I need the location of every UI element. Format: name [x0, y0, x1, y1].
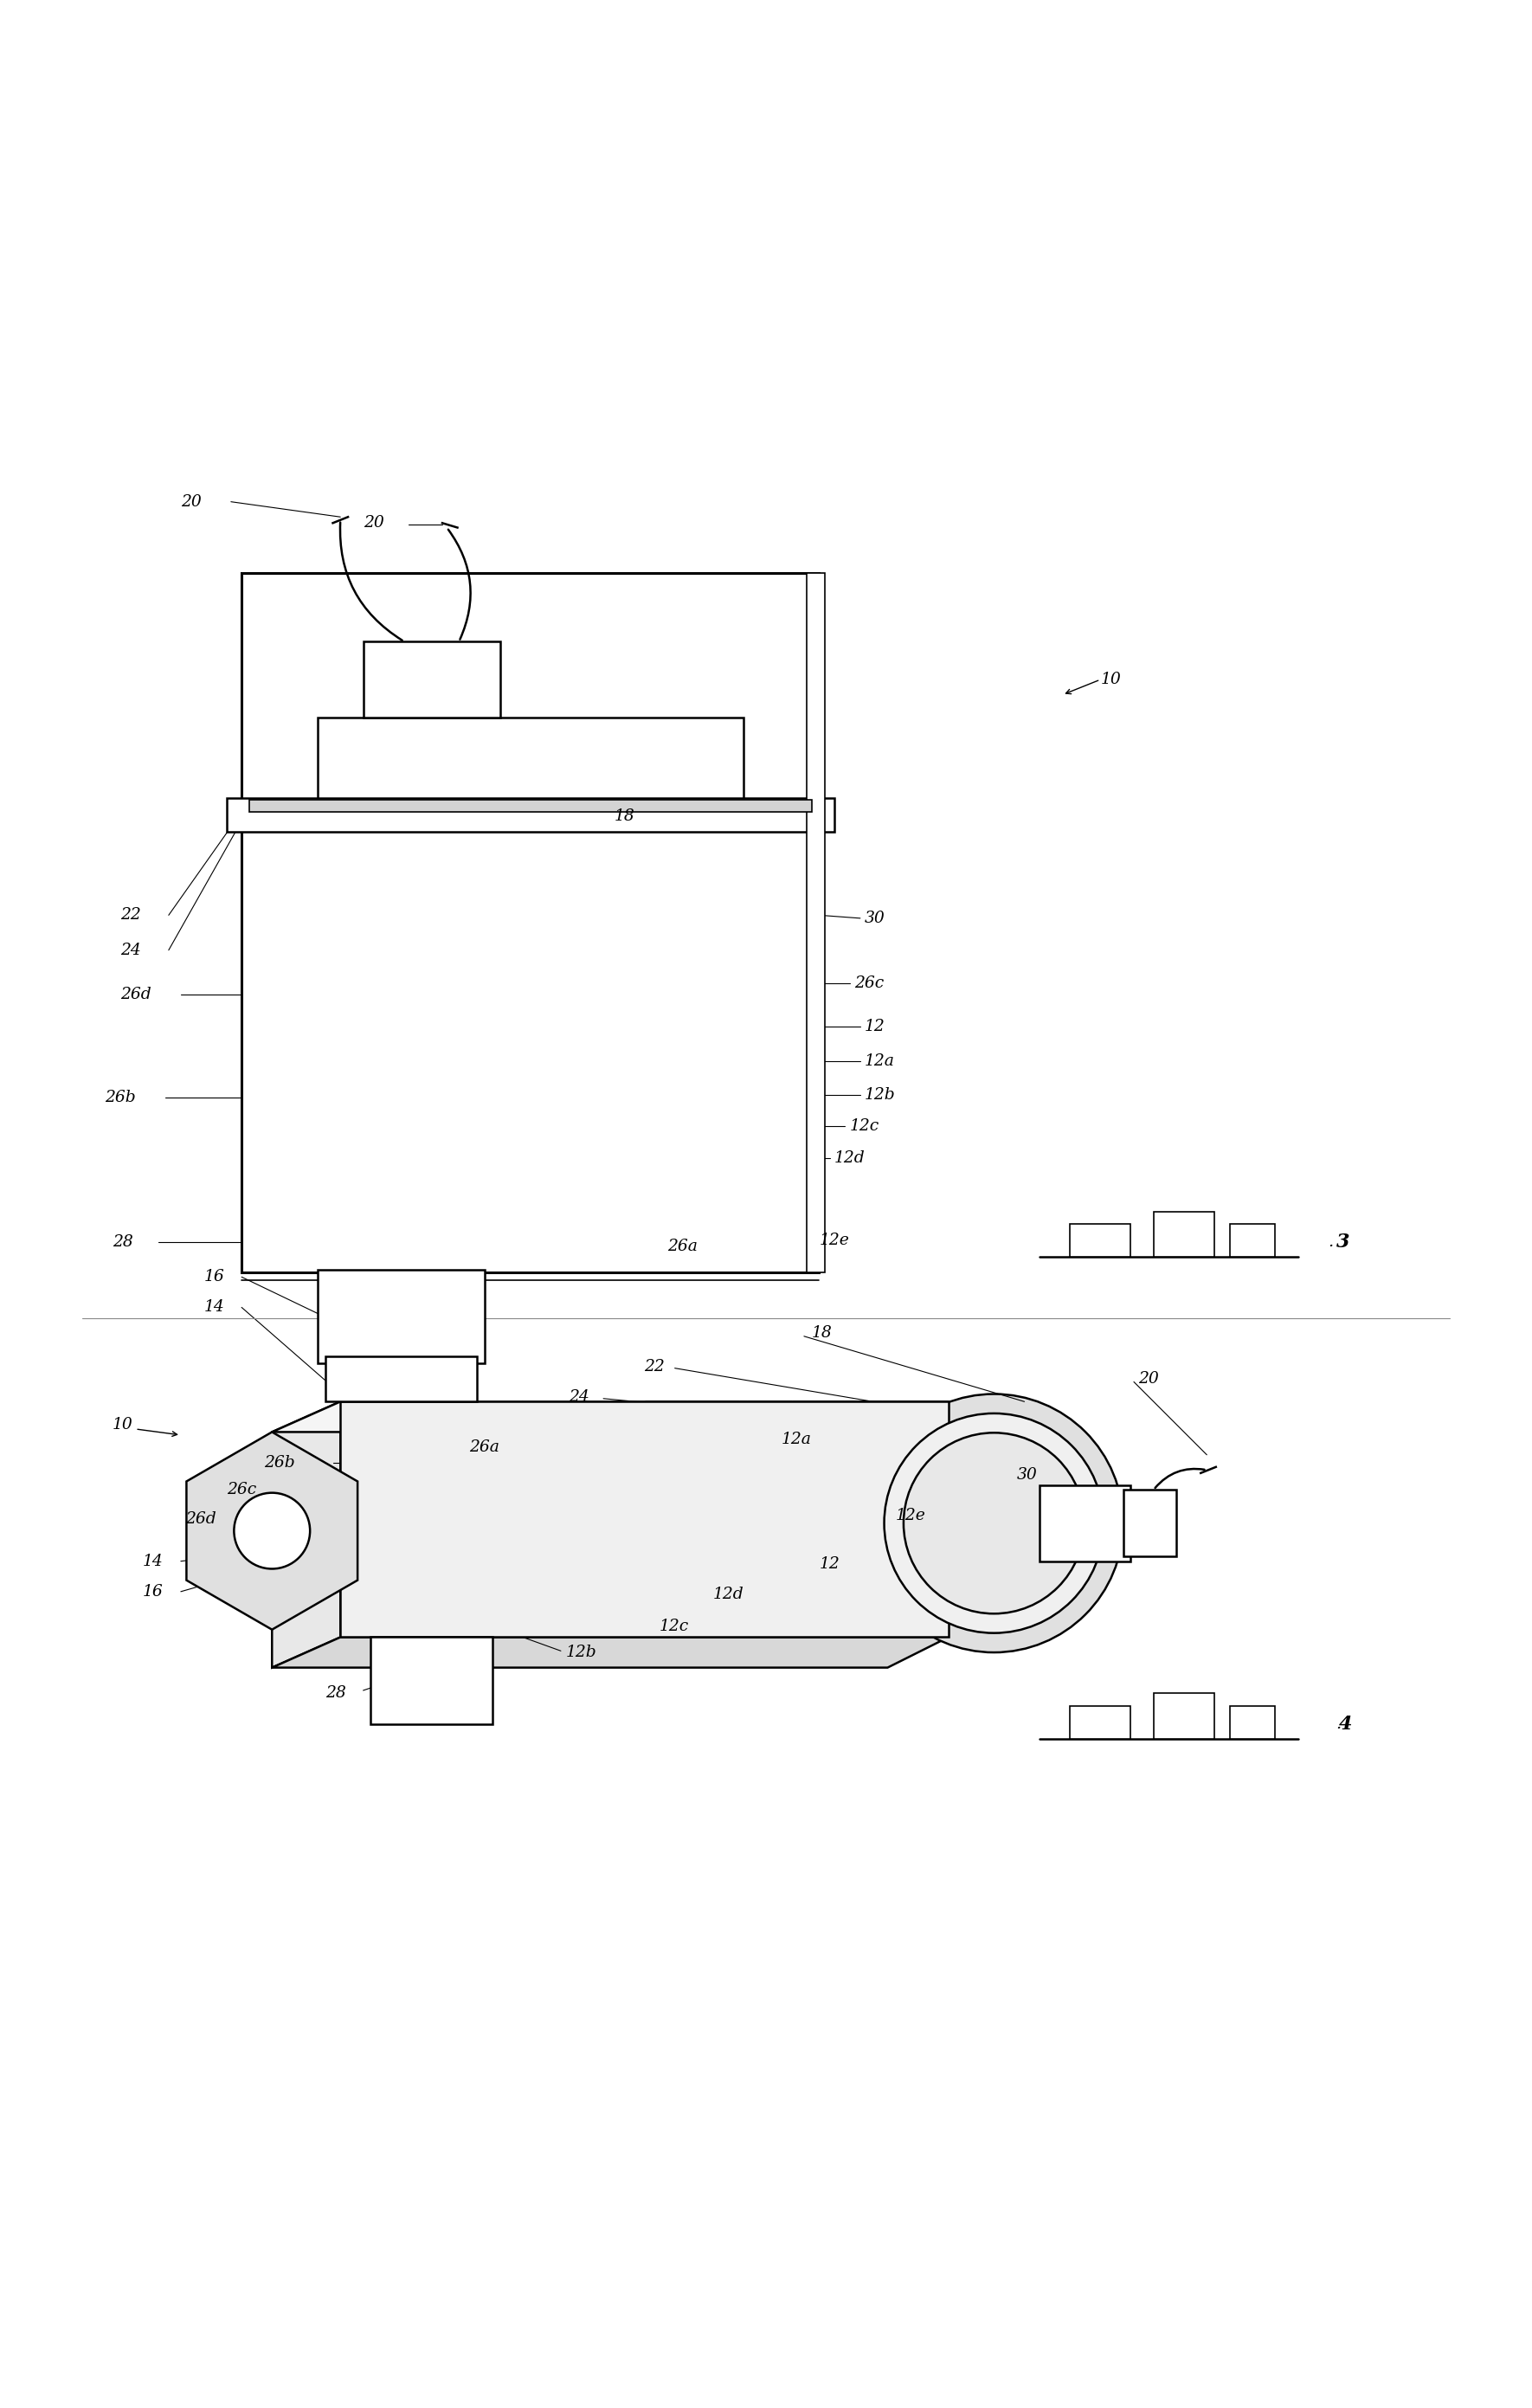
Text: 24: 24 [568, 1389, 588, 1404]
Text: 26b: 26b [265, 1454, 296, 1471]
Text: 28: 28 [325, 1686, 346, 1700]
Text: 12c: 12c [850, 1120, 879, 1134]
Text: 12: 12 [864, 1019, 885, 1033]
Text: 14: 14 [204, 1300, 224, 1315]
Text: 20: 20 [363, 515, 383, 530]
Ellipse shape [904, 1433, 1085, 1613]
Polygon shape [273, 1401, 340, 1669]
Polygon shape [371, 1637, 492, 1724]
FancyBboxPatch shape [1069, 1705, 1131, 1739]
Text: 10: 10 [1100, 672, 1121, 686]
Ellipse shape [884, 1413, 1105, 1633]
Text: 10: 10 [112, 1416, 133, 1433]
FancyBboxPatch shape [363, 641, 499, 718]
Text: 24: 24 [119, 942, 141, 958]
Text: .: . [1328, 1235, 1334, 1250]
FancyBboxPatch shape [807, 573, 826, 1271]
Text: 30: 30 [864, 910, 885, 927]
FancyBboxPatch shape [1230, 1705, 1275, 1739]
Text: 12b: 12b [864, 1086, 896, 1103]
Polygon shape [187, 1433, 357, 1630]
Text: 4: 4 [1339, 1714, 1353, 1734]
FancyBboxPatch shape [1154, 1693, 1215, 1739]
FancyBboxPatch shape [317, 718, 743, 802]
Text: 26a: 26a [668, 1238, 697, 1255]
Text: 30: 30 [1017, 1466, 1037, 1483]
Text: 26a: 26a [470, 1440, 499, 1454]
FancyBboxPatch shape [1230, 1223, 1275, 1257]
Text: 12e: 12e [820, 1233, 849, 1247]
FancyBboxPatch shape [242, 573, 820, 1271]
Ellipse shape [864, 1394, 1123, 1652]
Text: 18: 18 [812, 1324, 832, 1341]
Text: 12c: 12c [660, 1618, 689, 1635]
Text: 26d: 26d [185, 1510, 216, 1527]
Text: 26d: 26d [119, 987, 152, 1002]
Text: .: . [1336, 1717, 1342, 1731]
FancyBboxPatch shape [1040, 1486, 1131, 1560]
Text: 16: 16 [142, 1584, 164, 1599]
Text: 16: 16 [204, 1269, 224, 1286]
FancyBboxPatch shape [1069, 1223, 1131, 1257]
Text: 20: 20 [1138, 1370, 1158, 1387]
Text: 26b: 26b [104, 1091, 136, 1105]
Text: 12b: 12b [565, 1645, 596, 1659]
Text: 22: 22 [119, 908, 141, 922]
Text: 14: 14 [142, 1553, 164, 1570]
Polygon shape [273, 1637, 948, 1669]
Text: 12e: 12e [895, 1507, 925, 1524]
Polygon shape [340, 1401, 948, 1637]
FancyBboxPatch shape [1154, 1211, 1215, 1257]
Text: 28: 28 [112, 1235, 133, 1250]
FancyBboxPatch shape [227, 797, 835, 831]
FancyBboxPatch shape [1123, 1491, 1177, 1556]
Text: 26c: 26c [227, 1481, 256, 1498]
Circle shape [234, 1493, 309, 1568]
FancyBboxPatch shape [325, 1356, 476, 1401]
Text: 12a: 12a [781, 1433, 812, 1447]
Text: 12d: 12d [835, 1151, 866, 1165]
Text: 12: 12 [820, 1556, 840, 1572]
Polygon shape [273, 1401, 948, 1433]
Text: 26c: 26c [855, 975, 884, 992]
Text: 22: 22 [645, 1358, 665, 1375]
Text: 18: 18 [614, 809, 634, 824]
Text: 20: 20 [181, 494, 201, 510]
Text: 12a: 12a [864, 1052, 895, 1069]
Text: 3: 3 [1336, 1233, 1350, 1252]
FancyBboxPatch shape [250, 799, 812, 811]
Text: 12d: 12d [712, 1587, 743, 1601]
FancyBboxPatch shape [317, 1269, 484, 1363]
